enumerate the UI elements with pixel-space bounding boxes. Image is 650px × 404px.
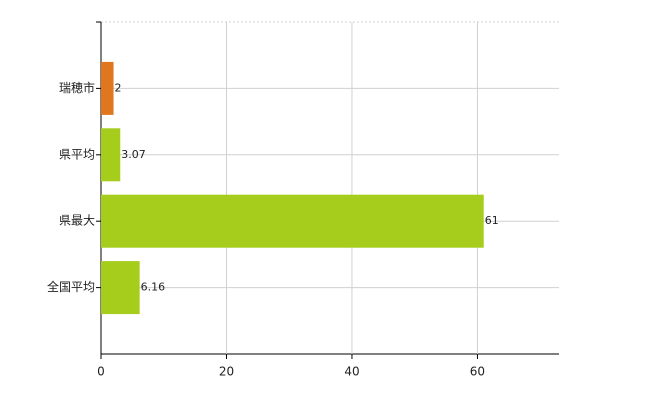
data-label: 2 <box>115 81 122 94</box>
data-label: 3.07 <box>121 148 146 161</box>
y-tick-label: 県平均 <box>59 147 95 161</box>
bar <box>101 128 121 182</box>
y-tick-label: 県最大 <box>59 214 95 228</box>
bar <box>101 61 114 115</box>
y-tick-label: 全国平均 <box>47 279 95 294</box>
data-label: 61 <box>485 214 499 227</box>
bar <box>101 261 140 315</box>
data-label: 6.16 <box>141 281 166 294</box>
x-tick-label: 60 <box>470 365 485 379</box>
x-tick-label: 40 <box>344 365 359 379</box>
x-tick-label: 0 <box>97 365 105 379</box>
y-tick-label: 瑞穂市 <box>59 80 95 95</box>
x-tick-label: 20 <box>219 365 234 379</box>
bar <box>101 194 484 248</box>
